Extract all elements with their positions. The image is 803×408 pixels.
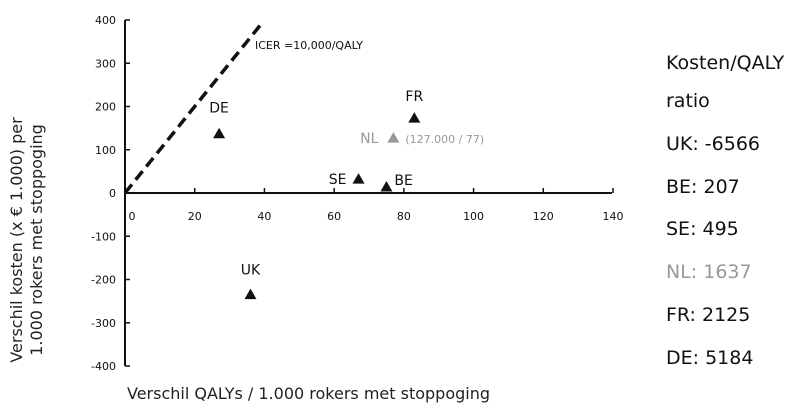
- data-point-uk: [244, 288, 257, 300]
- panel-title-line1: Kosten/QALY: [666, 52, 785, 74]
- y-ticks: 400 300 200 100 0 -100 -200 -300 -400: [91, 14, 130, 373]
- y-tick-label: -200: [91, 274, 116, 287]
- y-tick-label: -400: [91, 360, 116, 373]
- y-axis-label-line1: Verschil kosten (x € 1.000) per: [7, 117, 26, 363]
- data-label-se: SE: [329, 172, 347, 188]
- data-point-de: [213, 127, 226, 139]
- y-tick-label: 200: [95, 101, 116, 114]
- x-tick-label: 60: [327, 210, 341, 223]
- y-tick-label: 0: [109, 187, 116, 200]
- data-label-be: BE: [394, 173, 412, 189]
- x-tick-label: 20: [188, 210, 202, 223]
- ratio-item-nl: NL: 1637: [666, 261, 752, 283]
- x-tick-label: 120: [533, 210, 554, 223]
- x-tick-label: 0: [129, 210, 136, 223]
- y-tick-label: -100: [91, 230, 116, 243]
- cost-qaly-ratio-panel: Kosten/QALY ratio UK: -6566 BE: 207 SE: …: [666, 0, 803, 408]
- ratio-item-uk: UK: -6566: [666, 133, 761, 155]
- ratio-item-fr: FR: 2125: [666, 304, 751, 326]
- x-ticks: 0 20 40 60 80 100 120 140: [124, 188, 623, 223]
- x-axis-label: Verschil QALYs / 1.000 rokers met stoppo…: [127, 384, 490, 403]
- data-label-de: DE: [209, 101, 229, 117]
- icer-threshold-line: [123, 23, 263, 195]
- data-label-fr: FR: [405, 89, 423, 105]
- ce-plane-chart: 400 300 200 100 0 -100 -200 -300 -400 0 20 40 60 80 1…: [7, 14, 623, 403]
- data-label-uk: UK: [241, 263, 261, 279]
- y-tick-label: 100: [95, 144, 116, 157]
- data-point-se: [352, 173, 365, 184]
- x-tick-label: 80: [397, 210, 411, 223]
- x-tick-label: 100: [463, 210, 484, 223]
- ratio-item-de: DE: 5184: [666, 347, 754, 369]
- data-point-fr: [408, 112, 421, 123]
- y-tick-label: -300: [91, 317, 116, 330]
- data-point-nl: [387, 132, 400, 143]
- icer-threshold-label: ICER =10,000/QALY: [255, 39, 363, 52]
- panel-title-line2: ratio: [666, 90, 710, 112]
- y-tick-label: 300: [95, 57, 116, 70]
- data-point-be: [380, 180, 393, 192]
- ratio-item-be: BE: 207: [666, 176, 740, 198]
- data-points: DE FR NL (127.000 / 77) SE BE UK: [209, 89, 484, 300]
- x-tick-label: 40: [257, 210, 271, 223]
- data-label-nl: NL: [360, 131, 378, 147]
- y-tick-label: 400: [95, 14, 116, 27]
- data-annotation-nl: (127.000 / 77): [405, 133, 484, 146]
- ratio-item-se: SE: 495: [666, 218, 739, 240]
- x-tick-label: 140: [602, 210, 623, 223]
- y-axis-label-line2: 1.000 rokers met stoppoging: [27, 124, 46, 356]
